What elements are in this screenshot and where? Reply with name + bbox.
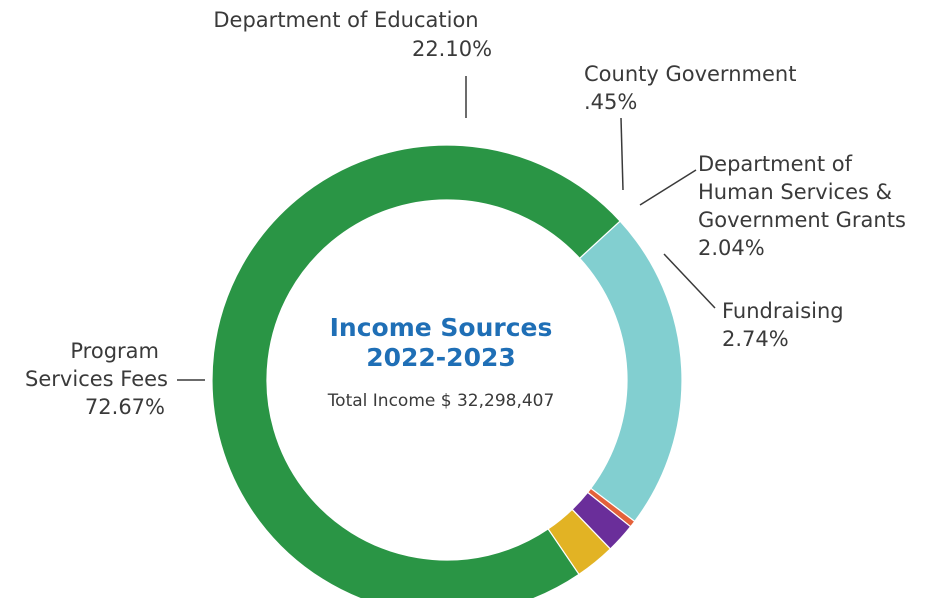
label-education-value: 22.10% [412,37,492,61]
slice-program [211,144,621,598]
total-income-label: Total Income $ 32,298,407 [327,391,555,411]
label-program-value: 72.67% [85,395,165,419]
donut-slices [211,144,683,598]
label-human-services-line3: Government Grants [698,208,906,232]
label-county-name: County Government [584,62,796,86]
slice-education [578,220,683,523]
leader-line-fundraising [663,253,716,309]
leader-line-county [620,117,624,191]
label-human-services-line1: Department of [698,152,853,176]
label-human-services-value: 2.04% [698,236,765,260]
chart-subtitle: 2022-2023 [366,343,516,372]
label-education-name: Department of Education [213,8,478,32]
label-program-line2: Services Fees [25,367,168,391]
label-county-value: .45% [584,90,637,114]
label-fundraising-name: Fundraising [722,299,844,323]
label-program-line1: Program [70,339,159,363]
label-human-services-line2: Human Services & [698,180,892,204]
label-fundraising-value: 2.74% [722,327,789,351]
chart-title: Income Sources [330,313,553,342]
leader-line-human-services [639,169,697,206]
